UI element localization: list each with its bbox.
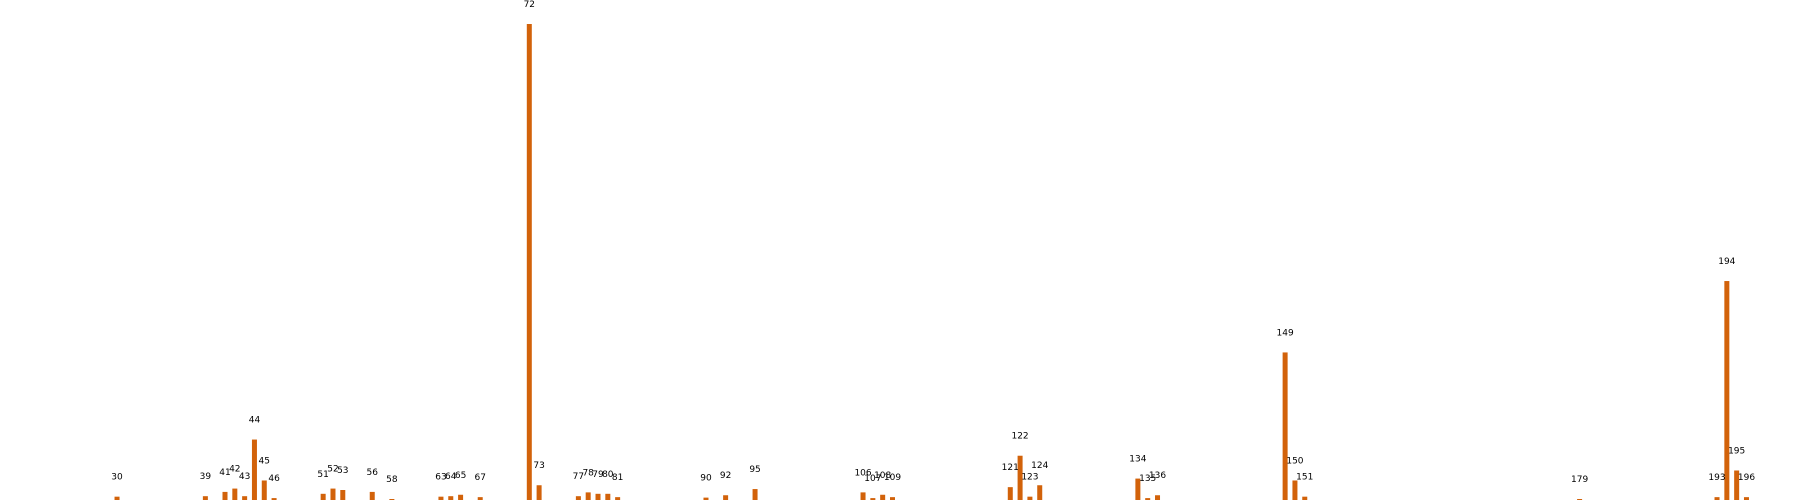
bar-label-90: 90 — [700, 474, 712, 484]
bar-label-45: 45 — [259, 456, 270, 466]
bars-layer — [114, 24, 1749, 500]
bar-51 — [320, 493, 326, 500]
bar-150 — [1292, 480, 1298, 500]
bar-73 — [536, 485, 542, 500]
bar-label-77: 77 — [573, 472, 584, 482]
bar-39 — [202, 496, 208, 500]
bar-30 — [114, 496, 120, 500]
bar-135 — [1145, 498, 1151, 500]
bar-label-194: 194 — [1718, 257, 1735, 267]
bar-label-73: 73 — [533, 461, 544, 471]
bar-134 — [1135, 478, 1141, 500]
bar-121 — [1007, 487, 1013, 500]
bar-label-42: 42 — [229, 465, 240, 475]
bar-79 — [595, 493, 601, 500]
bar-label-150: 150 — [1286, 456, 1303, 466]
bar-44 — [251, 439, 257, 500]
bar-label-30: 30 — [111, 473, 123, 483]
bar-label-52: 52 — [327, 465, 338, 475]
bar-label-124: 124 — [1031, 461, 1048, 471]
bar-196 — [1743, 497, 1749, 500]
bar-90 — [703, 497, 709, 500]
bar-63 — [438, 496, 444, 500]
bar-194 — [1724, 281, 1730, 500]
bar-149 — [1282, 352, 1288, 500]
bar-label-78: 78 — [582, 468, 594, 478]
bar-label-195: 195 — [1728, 446, 1745, 456]
bar-195 — [1734, 470, 1740, 500]
bar-label-121: 121 — [1002, 463, 1019, 473]
bar-label-196: 196 — [1738, 473, 1755, 483]
bar-label-151: 151 — [1296, 473, 1313, 483]
bar-108 — [880, 494, 886, 500]
bar-label-136: 136 — [1149, 471, 1166, 481]
bar-label-72: 72 — [524, 0, 535, 10]
bar-label-58: 58 — [386, 475, 398, 485]
bar-label-46: 46 — [268, 474, 280, 484]
bar-label-63: 63 — [435, 473, 446, 483]
bar-label-106: 106 — [854, 468, 871, 478]
bar-label-44: 44 — [249, 416, 261, 426]
bar-193 — [1714, 497, 1720, 500]
bar-label-53: 53 — [337, 466, 348, 476]
bar-52 — [330, 488, 336, 500]
bar-53 — [340, 490, 346, 500]
bar-label-135: 135 — [1139, 474, 1156, 484]
bar-123 — [1027, 496, 1033, 500]
bar-45 — [261, 480, 267, 500]
bar-65 — [458, 494, 464, 500]
bar-122 — [1017, 455, 1023, 500]
bar-107 — [870, 498, 876, 500]
bar-151 — [1302, 496, 1308, 500]
bar-95 — [752, 489, 758, 500]
bar-77 — [575, 496, 581, 500]
bar-136 — [1155, 495, 1161, 500]
bar-label-67: 67 — [474, 473, 485, 483]
bar-label-64: 64 — [445, 472, 457, 482]
bar-42 — [232, 488, 238, 500]
bar-41 — [222, 491, 228, 500]
bar-label-108: 108 — [874, 471, 891, 481]
bar-106 — [860, 492, 866, 500]
bar-78 — [585, 492, 591, 500]
bar-label-122: 122 — [1011, 432, 1028, 442]
bar-label-56: 56 — [367, 468, 379, 478]
bar-label-95: 95 — [749, 465, 760, 475]
bar-label-193: 193 — [1708, 473, 1725, 483]
bar-label-79: 79 — [592, 470, 604, 480]
bar-109 — [889, 497, 895, 500]
bar-label-81: 81 — [612, 473, 623, 483]
bar-label-80: 80 — [602, 470, 614, 480]
bar-label-109: 109 — [884, 473, 901, 483]
bar-label-179: 179 — [1571, 475, 1588, 485]
bar-67 — [477, 497, 483, 500]
bar-43 — [242, 496, 248, 500]
bar-64 — [448, 496, 454, 500]
bar-56 — [369, 491, 375, 500]
bar-label-134: 134 — [1129, 455, 1146, 465]
bar-81 — [615, 497, 621, 500]
bar-label-65: 65 — [455, 471, 466, 481]
bar-label-39: 39 — [200, 472, 212, 482]
bar-label-149: 149 — [1277, 328, 1294, 338]
bar-label-51: 51 — [317, 470, 328, 480]
bar-label-107: 107 — [864, 474, 881, 484]
bar-label-41: 41 — [219, 468, 230, 478]
bar-label-43: 43 — [239, 472, 250, 482]
bar-80 — [605, 493, 611, 500]
bar-72 — [526, 24, 532, 500]
bar-46 — [271, 498, 277, 500]
bar-92 — [723, 495, 729, 500]
bar-label-123: 123 — [1021, 473, 1038, 483]
bar-label-92: 92 — [720, 471, 731, 481]
bar-124 — [1037, 485, 1043, 500]
